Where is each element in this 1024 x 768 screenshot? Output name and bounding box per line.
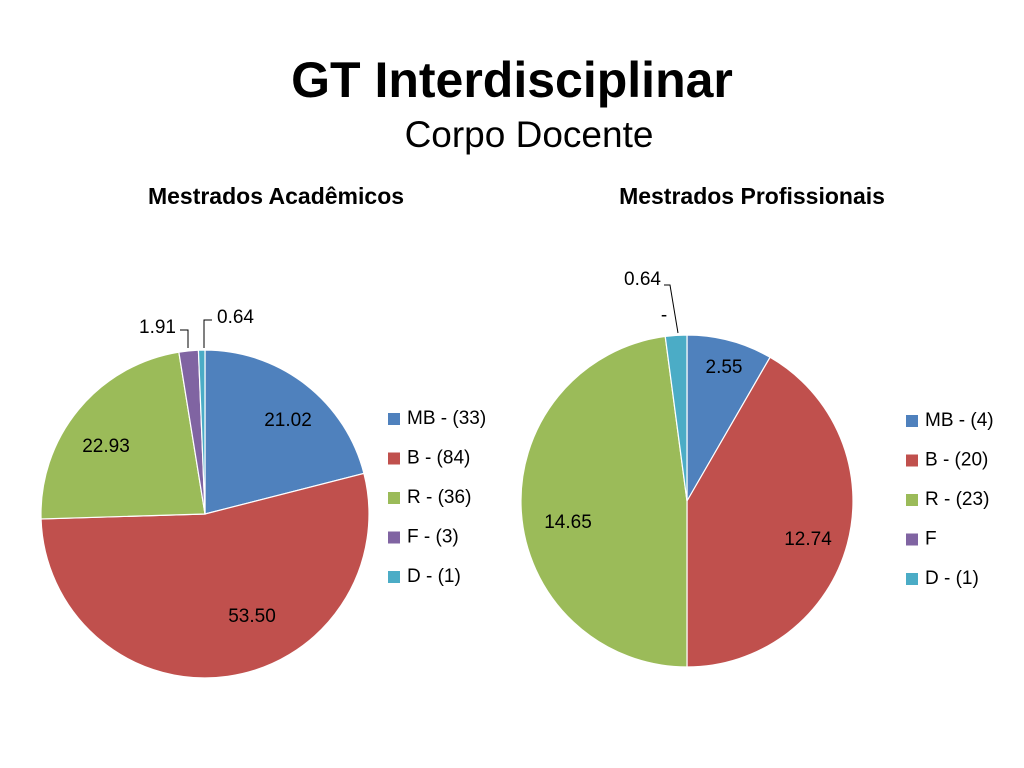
legend-label: D - (1)	[925, 568, 979, 589]
legend-swatch	[388, 492, 400, 504]
data-label: -	[661, 305, 667, 326]
legend-swatch	[388, 571, 400, 583]
slide-title: GT Interdisciplinar	[291, 52, 733, 108]
data-label: 0.64	[217, 307, 254, 328]
legend-swatch	[906, 533, 918, 546]
legend-label: B - (84)	[407, 448, 470, 469]
chart-title-profissionais: Mestrados Profissionais	[619, 183, 885, 209]
data-label: 1.91	[139, 317, 176, 338]
legend-1: MB - (33) B - (84) R - (36) F - (3) D - (1)	[388, 408, 486, 587]
data-label: 2.55	[706, 357, 743, 378]
legend-label: F	[925, 529, 937, 550]
pie-slice	[686, 334, 771, 504]
pie-chart-2: 2.55 12.74 14.65 -0.64 MB - (4) B - (20) R - (…	[520, 269, 994, 668]
leader-line	[664, 284, 679, 334]
legend-2: MB - (4) B - (20) R - (23) F D - (1)	[906, 410, 994, 589]
pie-slice	[40, 351, 206, 520]
legend-swatch	[906, 573, 918, 585]
data-label: 14.65	[544, 512, 592, 533]
legend-label: MB - (4)	[925, 410, 994, 431]
pie-chart-1: 21.02 53.50 22.93 1.91 0.64 MB - (33) B - (84)…	[40, 307, 486, 679]
chart-title-academicos: Mestrados Acadêmicos	[147, 183, 405, 209]
leader-line	[180, 329, 189, 348]
legend-label: R - (23)	[925, 489, 989, 510]
legend-label: R - (36)	[407, 487, 471, 508]
legend-swatch	[388, 413, 400, 425]
pie-slice	[664, 334, 688, 502]
legend-swatch	[388, 531, 400, 544]
legend-label: F - (3)	[407, 527, 459, 548]
pie-slice	[204, 349, 365, 515]
data-label: 21.02	[264, 410, 312, 431]
legend-swatch	[388, 452, 400, 465]
slide-subtitle: Corpo Docente	[404, 114, 654, 155]
legend-swatch	[906, 454, 918, 467]
data-label: 53.50	[228, 606, 276, 627]
legend-label: D - (1)	[407, 566, 461, 587]
legend-swatch	[906, 494, 918, 506]
pie-slice	[197, 349, 206, 515]
data-label: 0.64	[624, 269, 661, 290]
pie-slice	[520, 335, 688, 668]
legend-label: MB - (33)	[407, 408, 486, 429]
data-label: 22.93	[82, 436, 130, 457]
leader-line	[203, 319, 212, 348]
legend-label: B - (20)	[925, 450, 988, 471]
legend-swatch	[906, 415, 918, 427]
pie-slice	[686, 356, 854, 668]
pie-slice	[40, 472, 370, 679]
data-label: 12.74	[784, 529, 832, 550]
